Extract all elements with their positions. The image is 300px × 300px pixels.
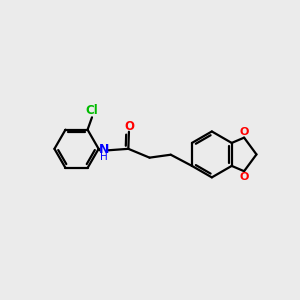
Text: Cl: Cl — [85, 104, 98, 117]
Text: N: N — [99, 143, 109, 156]
Text: H: H — [100, 152, 108, 162]
Text: O: O — [239, 172, 249, 182]
Text: O: O — [239, 127, 249, 137]
Text: O: O — [124, 120, 134, 133]
